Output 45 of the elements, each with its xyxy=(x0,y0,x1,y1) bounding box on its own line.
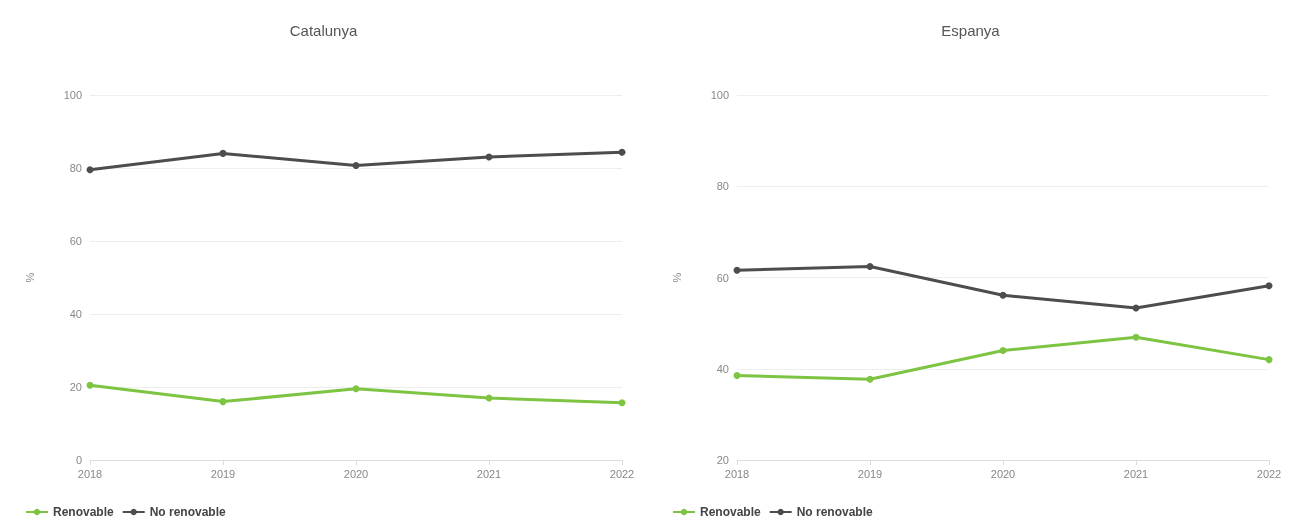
y-tick-label: 60 xyxy=(69,235,82,247)
y-tick-label: 40 xyxy=(69,308,82,320)
x-tick-label: 2022 xyxy=(609,467,635,480)
point xyxy=(733,266,741,274)
point xyxy=(999,347,1007,354)
y-tick-label: 80 xyxy=(69,162,82,174)
legend-label: No renovable xyxy=(149,505,227,519)
point xyxy=(352,161,360,169)
chart-title: Catalunya xyxy=(289,22,358,39)
y-tick-label: 20 xyxy=(716,454,729,466)
point xyxy=(352,385,360,393)
y-tick-label: 40 xyxy=(716,362,729,375)
y-axis-title: % xyxy=(670,272,683,283)
x-tick-label: 2020 xyxy=(990,467,1016,480)
y-tick-label: 0 xyxy=(75,454,82,466)
x-tick-label: 2018 xyxy=(724,467,750,480)
point xyxy=(866,263,874,271)
point xyxy=(86,166,94,174)
x-tick-label: 2018 xyxy=(77,467,103,480)
x-tick-label: 2019 xyxy=(210,467,236,480)
point xyxy=(999,291,1007,299)
y-tick-label: 60 xyxy=(716,271,729,284)
x-tick-label: 2022 xyxy=(1256,467,1282,480)
legend-label: Renovable xyxy=(700,505,762,519)
point xyxy=(733,372,741,380)
y-axis-title: % xyxy=(23,272,36,283)
x-tick-label: 2021 xyxy=(476,467,502,480)
x-tick-label: 2019 xyxy=(857,467,883,480)
point xyxy=(1132,333,1140,341)
point xyxy=(219,398,227,406)
y-tick-label: 20 xyxy=(69,381,82,393)
x-tick-label: 2020 xyxy=(343,467,369,480)
y-tick-label: 80 xyxy=(716,180,729,193)
point xyxy=(219,149,227,157)
chart-title: Espanya xyxy=(941,22,1001,39)
y-tick-label: 100 xyxy=(63,89,82,101)
point xyxy=(866,375,874,383)
point xyxy=(618,399,626,407)
point xyxy=(1265,282,1273,290)
point xyxy=(1265,356,1273,364)
legend-label: No renovable xyxy=(796,505,874,519)
legend-label: Renovable xyxy=(53,505,115,519)
point xyxy=(618,148,626,156)
x-tick-label: 2021 xyxy=(1123,467,1149,480)
y-tick-label: 100 xyxy=(710,89,729,101)
